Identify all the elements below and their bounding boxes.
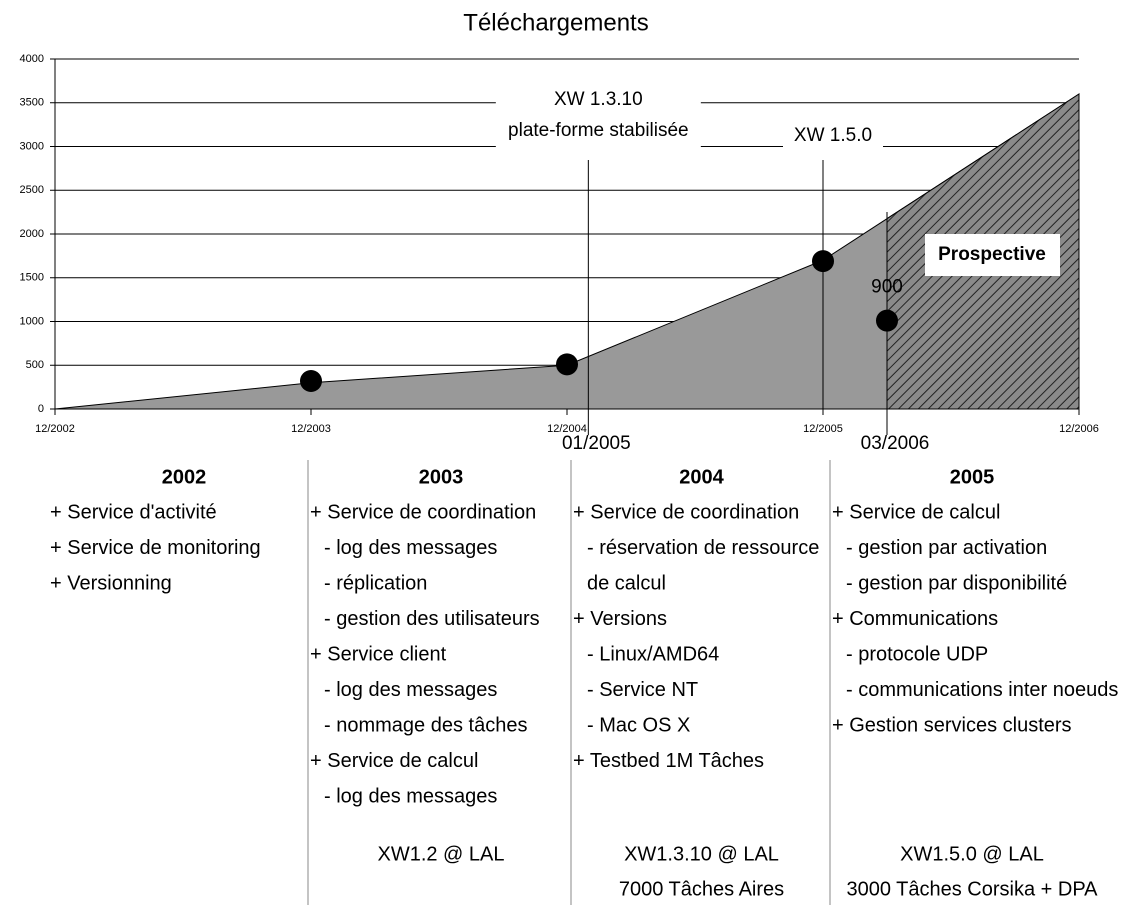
y-tick-label: 4000	[20, 53, 44, 65]
y-tick-label: 3500	[20, 97, 44, 109]
marker-label: 01/2005	[562, 433, 631, 454]
point	[556, 353, 578, 376]
annotation: 900	[871, 277, 903, 298]
y-tick-label: 500	[26, 359, 44, 371]
note-box	[495, 84, 701, 147]
column-item: + Service de coordination	[310, 501, 536, 523]
x-tick-label: 12/2002	[35, 423, 75, 435]
column-footer: XW1.5.0 @ LAL	[900, 843, 1044, 865]
y-tick-label: 1500	[20, 272, 44, 284]
column-item: de calcul	[587, 572, 666, 594]
note-box	[783, 120, 883, 152]
column-year: 2003	[419, 466, 464, 488]
marker-label: 03/2006	[861, 433, 930, 454]
column-item: + Versions	[573, 608, 667, 630]
x-tick-label: 12/2003	[291, 423, 331, 435]
column-footer: XW1.3.10 @ LAL	[624, 843, 779, 865]
x-tick-label: 12/2005	[803, 423, 843, 435]
y-tick-label: 0	[38, 403, 44, 415]
release-note: plate-forme stabilisée	[508, 120, 689, 141]
column-item: - log des messages	[324, 537, 497, 559]
column-item: - gestion des utilisateurs	[324, 608, 540, 630]
y-tick-label: 2000	[20, 228, 44, 240]
y-tick-label: 1000	[20, 315, 44, 327]
column-year: 2004	[679, 466, 724, 488]
column-item: - log des messages	[324, 785, 497, 807]
chart-title: Téléchargements	[463, 9, 648, 36]
column-item: - Mac OS X	[587, 714, 690, 736]
column-item: - protocole UDP	[846, 643, 988, 665]
column-item: - réservation de ressource	[587, 537, 819, 559]
x-tick-label: 12/2004	[547, 423, 587, 435]
x-tick-label: 12/2006	[1059, 423, 1099, 435]
column-item: - communications inter noeuds	[846, 679, 1118, 701]
prospective-box	[925, 234, 1060, 276]
column-item: - réplication	[324, 572, 427, 594]
y-tick-label: 2500	[20, 184, 44, 196]
point	[876, 309, 898, 332]
column-item: + Service client	[310, 643, 447, 665]
y-tick-label: 3000	[20, 140, 44, 152]
column-footer: XW1.2 @ LAL	[377, 843, 504, 865]
column-item: + Service d'activité	[50, 501, 217, 523]
point	[300, 370, 322, 392]
column-item: + Service de calcul	[310, 750, 478, 772]
column-footer: 7000 Tâches Aires	[619, 878, 784, 900]
release-note: XW 1.3.10	[554, 89, 643, 110]
column-item: - Service NT	[587, 679, 698, 701]
column-item: - Linux/AMD64	[587, 643, 719, 665]
release-note: XW 1.5.0	[794, 125, 872, 146]
prospective-label: Prospective	[938, 244, 1046, 265]
column-item: + Communications	[832, 608, 998, 630]
column-year: 2005	[950, 466, 995, 488]
column-item: + Testbed 1M Tâches	[573, 750, 764, 772]
point	[812, 250, 834, 273]
column-item: + Service de coordination	[573, 501, 799, 523]
column-item: + Gestion services clusters	[832, 714, 1072, 736]
column-item: - gestion par activation	[846, 537, 1047, 559]
column-item: - gestion par disponibilité	[846, 572, 1067, 594]
column-item: - nommage des tâches	[324, 714, 527, 736]
column-footer: 3000 Tâches Corsika + DPA	[846, 878, 1098, 900]
column-item: - log des messages	[324, 679, 497, 701]
column-item: + Service de monitoring	[50, 537, 261, 559]
column-item: + Versionning	[50, 572, 172, 594]
column-year: 2002	[162, 466, 207, 488]
column-item: + Service de calcul	[832, 501, 1000, 523]
